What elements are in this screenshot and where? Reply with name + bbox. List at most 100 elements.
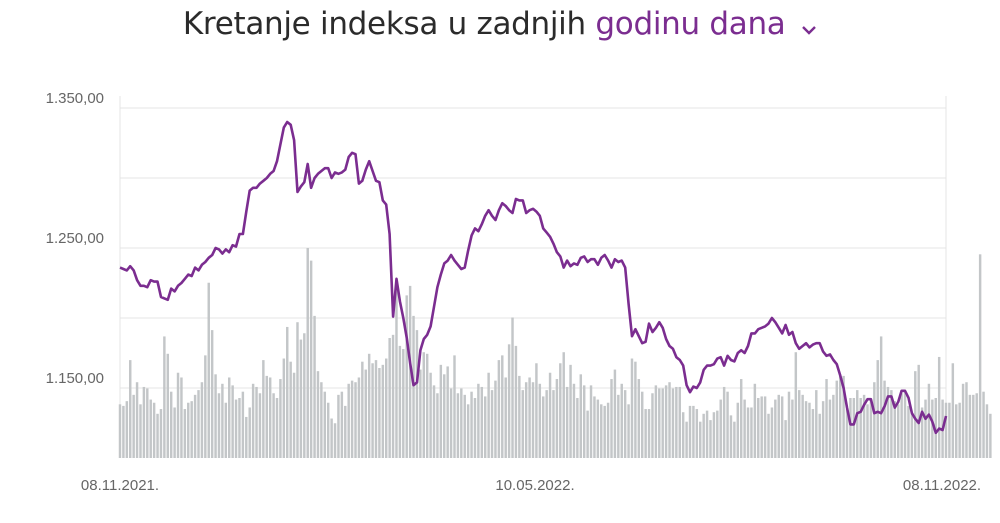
volume-bar (251, 383, 255, 458)
volume-bar (487, 372, 490, 458)
volume-bar (572, 383, 576, 458)
volume-bar (818, 413, 821, 458)
volume-bar (808, 402, 811, 458)
volume-bar (535, 363, 538, 458)
volume-bar (828, 399, 832, 458)
volume-bar (521, 390, 524, 458)
volume-bar (262, 360, 265, 458)
volume-bar (296, 322, 299, 458)
volume-bar (299, 339, 303, 458)
volume-bar (972, 394, 975, 458)
y-tick-label: 1.150,00 (46, 370, 104, 387)
volume-bar (398, 345, 402, 458)
volume-bar (866, 404, 869, 458)
volume-bar (914, 371, 917, 458)
volume-bar (709, 420, 712, 458)
volume-bar (774, 399, 777, 458)
volume-bar (975, 393, 978, 458)
volume-bar (610, 379, 613, 458)
volume-bar (166, 353, 170, 458)
volume-bar (180, 377, 183, 458)
volume-bar (726, 391, 729, 458)
volume-bar (412, 315, 415, 458)
volume-bar (603, 405, 606, 458)
volume-bar (204, 355, 207, 458)
volume-bar (658, 388, 661, 458)
volume-bar (640, 391, 644, 458)
volume-bar (542, 396, 545, 458)
volume-bar (931, 399, 934, 458)
volume-bar (268, 377, 272, 458)
volume-bar (494, 380, 497, 458)
volume-bar (449, 388, 453, 458)
volume-bar (593, 396, 596, 458)
volume-bar (197, 390, 200, 458)
volume-bar (770, 407, 774, 458)
volume-bar (545, 390, 548, 458)
volume-bar (460, 388, 463, 458)
volume-bar (579, 374, 583, 458)
volume-bar (985, 404, 989, 458)
volume-bar (681, 412, 685, 458)
volume-bar (466, 404, 470, 458)
volume-bar (286, 326, 289, 458)
volume-bar (780, 396, 784, 458)
volume-bar (129, 360, 132, 458)
volume-bar (695, 409, 699, 458)
volume-bar (395, 281, 398, 458)
volume-bar (586, 410, 589, 458)
volume-bar (842, 375, 845, 458)
volume-bar (896, 404, 900, 458)
volume-bar (832, 394, 835, 458)
volume-bar (849, 398, 852, 458)
volume-bar (907, 405, 910, 458)
axis-labels: 1.150,00 1.250,00 1.350,00 08.11.2021. 10.05… (46, 90, 981, 494)
chevron-down-icon[interactable] (801, 8, 817, 44)
volume-bar (422, 352, 426, 458)
volume-bar (139, 404, 142, 458)
volume-bar (272, 393, 275, 458)
volume-bar (852, 398, 856, 458)
volume-bar (156, 413, 159, 458)
volume-bar (135, 382, 139, 458)
volume-bar (391, 334, 395, 458)
volume-bar (565, 386, 569, 458)
volume-bar (436, 393, 439, 458)
volume-bar (190, 401, 193, 458)
volume-bar (415, 330, 419, 458)
volume-bar (719, 399, 722, 458)
volume-bar (675, 386, 678, 458)
volume-bar (856, 390, 859, 458)
volume-bar (333, 423, 337, 458)
volume-bar (501, 355, 504, 458)
volume-bar (576, 398, 579, 458)
volume-bar (419, 369, 422, 458)
volume-bar (637, 379, 641, 458)
volume-bar (811, 409, 815, 458)
volume-bars (118, 248, 992, 458)
volume-bar (507, 344, 511, 458)
volume-bar (743, 399, 746, 458)
volume-bar (337, 394, 340, 458)
period-dropdown-button[interactable]: godinu dana (595, 6, 786, 42)
volume-bar (210, 330, 214, 458)
index-line-series (119, 120, 948, 435)
volume-bar (910, 413, 914, 458)
volume-bar (791, 399, 794, 458)
volume-bar (490, 390, 494, 458)
volume-bar (647, 409, 651, 458)
volume-bar (354, 382, 357, 458)
volume-bar (152, 402, 156, 458)
volume-bar (562, 352, 565, 458)
volume-bar (142, 386, 146, 458)
volume-bar (883, 380, 886, 458)
volume-bar (903, 391, 907, 458)
volume-bar (439, 364, 443, 458)
volume-bar (227, 377, 231, 458)
grid-lines (119, 96, 947, 458)
volume-bar (241, 391, 245, 458)
volume-bar (821, 401, 825, 458)
volume-bar (378, 368, 381, 458)
volume-bar (736, 402, 740, 458)
volume-bar (978, 254, 982, 458)
